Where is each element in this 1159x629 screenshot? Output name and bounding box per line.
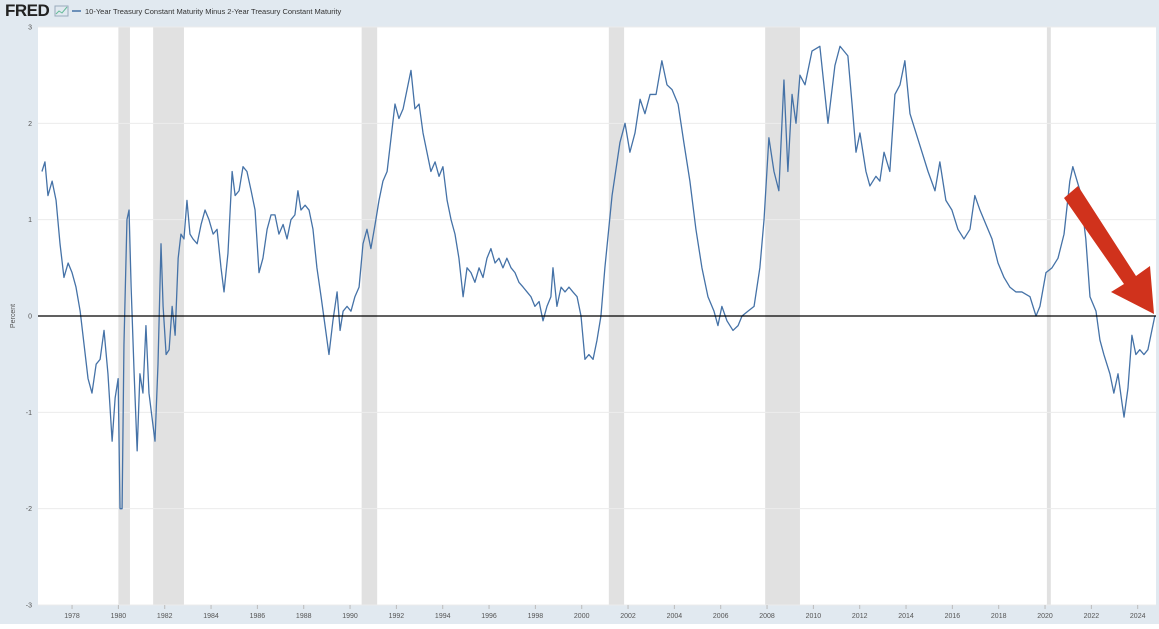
x-tick-label: 2004 — [667, 613, 683, 620]
x-tick-label: 1992 — [389, 613, 405, 620]
y-tick-label: 0 — [28, 314, 32, 321]
y-tick-label: 3 — [28, 25, 32, 32]
y-tick-label: 2 — [28, 121, 32, 128]
x-tick-label: 2016 — [945, 613, 961, 620]
logo-icon — [54, 5, 69, 17]
y-tick-label: 1 — [28, 217, 32, 224]
x-tick-label: 2018 — [991, 613, 1007, 620]
y-tick-label: -1 — [26, 410, 32, 417]
y-tick-label: -3 — [26, 603, 32, 610]
x-tick-label: 1984 — [203, 613, 219, 620]
logo: FRED — [5, 1, 50, 20]
x-tick-label: 2012 — [852, 613, 868, 620]
y-axis-label: Percent — [10, 304, 17, 328]
x-tick-label: 1998 — [528, 613, 544, 620]
x-tick-label: 1982 — [157, 613, 173, 620]
x-tick-label: 2020 — [1037, 613, 1053, 620]
x-tick-label: 2002 — [620, 613, 636, 620]
x-tick-label: 1978 — [64, 613, 80, 620]
tick-labels: -3 -2 -1 0 1 2 3 1978 1980 1982 1984 1986 1988 1990 19… — [26, 25, 1146, 621]
x-tick-label: 2024 — [1130, 613, 1146, 620]
legend-label: 10-Year Treasury Constant Maturity Minus… — [85, 7, 341, 16]
series — [38, 45, 1156, 510]
y-tick-label: -2 — [26, 506, 32, 513]
x-tick-label: 1988 — [296, 613, 312, 620]
x-tick-label: 1994 — [435, 613, 451, 620]
x-tick-label: 2014 — [898, 613, 914, 620]
x-tick-label: 2000 — [574, 613, 590, 620]
arrow-annotation — [1064, 186, 1154, 314]
x-tick-label: 1986 — [250, 613, 266, 620]
x-tick-label: 2008 — [759, 613, 775, 620]
x-tick-label: 1980 — [111, 613, 127, 620]
x-tick-label: 2022 — [1084, 613, 1100, 620]
series-line — [41, 45, 1156, 510]
x-tick-label: 2006 — [713, 613, 729, 620]
x-tick-label: 1996 — [481, 613, 497, 620]
x-tick-label: 2010 — [806, 613, 822, 620]
x-tick-label: 1990 — [342, 613, 358, 620]
